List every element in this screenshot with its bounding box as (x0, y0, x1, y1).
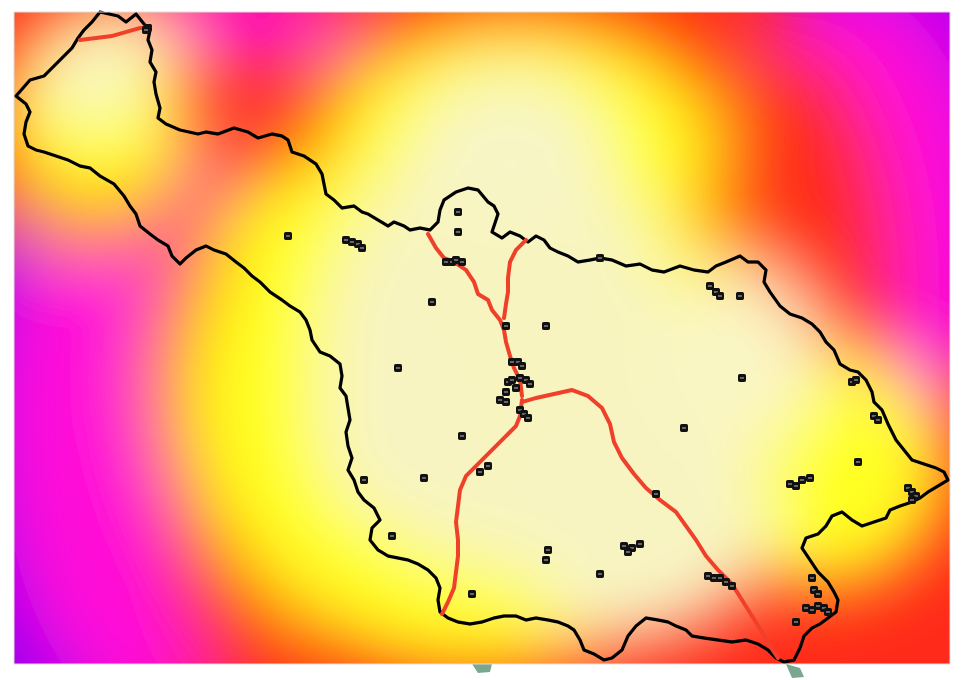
lake-features (472, 664, 804, 678)
site-marker (358, 244, 366, 252)
site-marker (502, 388, 510, 396)
site-marker (524, 414, 532, 422)
site-marker (792, 482, 800, 490)
site-marker (502, 398, 510, 406)
site-marker (852, 376, 860, 384)
site-marker (806, 474, 814, 482)
site-marker (484, 462, 492, 470)
site-marker (908, 496, 916, 504)
site-marker (420, 474, 428, 482)
south-west-route (440, 398, 524, 616)
site-marker (824, 608, 832, 616)
site-marker (458, 432, 466, 440)
site-marker (394, 364, 402, 372)
site-marker (476, 468, 484, 476)
site-marker (502, 322, 510, 330)
site-marker (454, 208, 462, 216)
site-marker (284, 232, 292, 240)
site-marker (508, 376, 516, 384)
site-marker (454, 228, 462, 236)
site-marker (706, 282, 714, 290)
site-marker (854, 458, 862, 466)
site-marker (544, 546, 552, 554)
site-marker (468, 590, 476, 598)
region-outline (14, 10, 950, 664)
site-marker (716, 292, 724, 300)
site-marker (874, 416, 882, 424)
south-east-route (520, 388, 780, 660)
site-marker (738, 374, 746, 382)
site-marker (142, 26, 150, 34)
central-east-branch (502, 238, 528, 320)
site-marker (652, 490, 660, 498)
site-marker (792, 618, 800, 626)
site-marker (596, 570, 604, 578)
site-marker (428, 298, 436, 306)
site-marker (636, 540, 644, 548)
site-marker (624, 548, 632, 556)
site-marker (814, 590, 822, 598)
north-west-route (78, 26, 152, 42)
site-marker (542, 556, 550, 564)
site-marker (728, 582, 736, 590)
site-marker (736, 292, 744, 300)
site-marker (458, 258, 466, 266)
site-marker (798, 476, 806, 484)
site-marker (360, 476, 368, 484)
site-marker (518, 362, 526, 370)
site-marker (542, 322, 550, 330)
map-frame-border (13, 11, 951, 665)
site-marker (388, 532, 396, 540)
site-marker (512, 384, 520, 392)
site-marker (680, 424, 688, 432)
site-marker (808, 574, 816, 582)
site-markers (142, 24, 920, 626)
site-marker (526, 380, 534, 388)
site-marker (596, 254, 604, 262)
